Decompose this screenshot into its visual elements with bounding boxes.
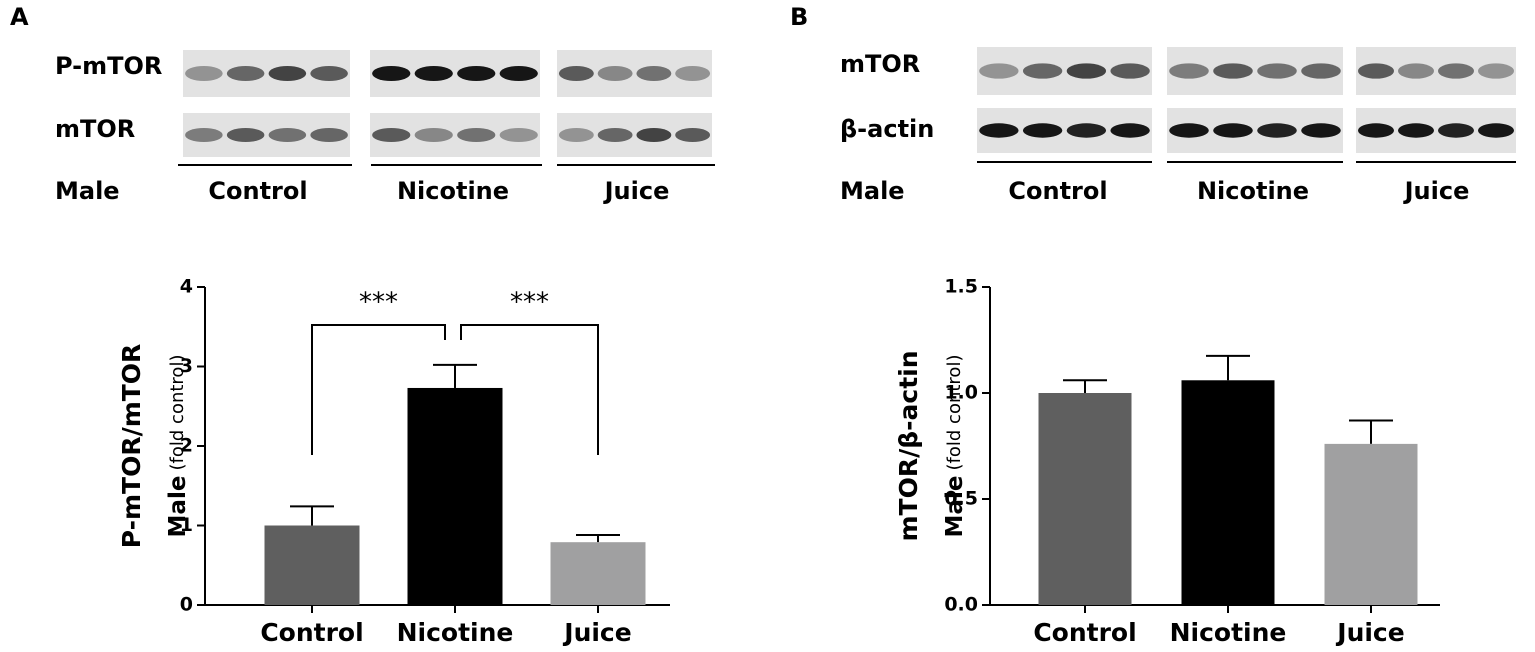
bar bbox=[407, 387, 503, 605]
blot-band bbox=[979, 63, 1019, 79]
blot-band bbox=[1257, 123, 1297, 138]
y-tick-label: 0 bbox=[180, 594, 193, 616]
blot-band bbox=[1398, 63, 1434, 79]
bar bbox=[1038, 393, 1132, 605]
y-axis-label: Male (fold control) bbox=[165, 355, 191, 538]
x-tick-label: Nicotine bbox=[397, 618, 514, 647]
blot-band bbox=[1066, 123, 1107, 138]
blot-band bbox=[636, 65, 672, 82]
blot-row-label: mTOR bbox=[840, 50, 920, 78]
y-axis-note: (fold control) bbox=[944, 355, 965, 471]
significance-bracket bbox=[460, 324, 599, 455]
blot-band bbox=[1438, 63, 1474, 79]
blot-band bbox=[558, 65, 594, 82]
blot-band bbox=[1257, 63, 1297, 79]
blot-group-label: Male bbox=[840, 177, 905, 205]
y-axis-title: P-mTOR/mTOR bbox=[117, 344, 146, 549]
y-tick-label: 2 bbox=[180, 435, 193, 457]
bar bbox=[1324, 443, 1418, 605]
blot-band bbox=[372, 65, 411, 82]
y-tick-label: 0.5 bbox=[944, 488, 978, 510]
blot-band bbox=[185, 127, 223, 143]
y-axis-label: Male (fold control) bbox=[942, 355, 968, 538]
blot-band bbox=[1022, 63, 1063, 79]
blot-group-label: Male bbox=[55, 177, 120, 205]
blot-band bbox=[1022, 123, 1063, 138]
panel-label: B bbox=[790, 3, 808, 31]
blot-group: Control bbox=[1008, 177, 1107, 205]
y-axis-label: mTOR/β-actin bbox=[894, 350, 923, 541]
blot-band bbox=[597, 65, 633, 82]
blot-group: Nicotine bbox=[1197, 177, 1309, 205]
y-tick-label: 3 bbox=[180, 355, 193, 377]
blot-band bbox=[1213, 63, 1253, 79]
blot-band bbox=[372, 127, 411, 143]
blot-band bbox=[414, 127, 453, 143]
y-tick-label: 1.0 bbox=[944, 382, 978, 404]
blot-band bbox=[675, 127, 711, 143]
blot-band bbox=[1478, 123, 1514, 138]
y-axis-subtitle: Male bbox=[165, 476, 191, 538]
blot-group: Juice bbox=[603, 177, 670, 205]
blot-band bbox=[1110, 123, 1150, 138]
blot-band bbox=[310, 127, 348, 143]
blot-band bbox=[1110, 63, 1150, 79]
x-tick-label: Juice bbox=[562, 618, 631, 647]
blot-band bbox=[457, 65, 496, 82]
blot-band bbox=[1398, 123, 1434, 138]
panel-label: A bbox=[10, 3, 29, 31]
y-axis-subtitle: Male bbox=[942, 476, 968, 538]
significance-bracket bbox=[311, 324, 446, 455]
blot-row-label: β-actin bbox=[840, 115, 934, 143]
x-tick-label: Control bbox=[1033, 618, 1136, 647]
blot-band bbox=[979, 123, 1019, 138]
y-tick-label: 4 bbox=[180, 276, 193, 298]
blot-band bbox=[1358, 63, 1394, 79]
x-tick-label: Control bbox=[260, 618, 363, 647]
blot-band bbox=[597, 127, 633, 143]
blot-band bbox=[226, 127, 265, 143]
y-tick-label: 0.0 bbox=[944, 594, 978, 616]
blot-group: Juice bbox=[1403, 177, 1470, 205]
blot-band bbox=[185, 65, 223, 82]
blot-band bbox=[457, 127, 496, 143]
blot-band bbox=[1438, 123, 1474, 138]
blot-band bbox=[1478, 63, 1514, 79]
y-axis-label: P-mTOR/mTOR bbox=[117, 344, 146, 549]
significance-label: *** bbox=[510, 288, 549, 318]
y-tick-label: 1 bbox=[180, 514, 193, 536]
bar bbox=[550, 542, 646, 605]
blot-band bbox=[268, 127, 307, 143]
y-axis-title: mTOR/β-actin bbox=[894, 350, 923, 541]
blot-group: Control bbox=[208, 177, 307, 205]
blot-band bbox=[499, 65, 538, 82]
x-tick-label: Nicotine bbox=[1170, 618, 1287, 647]
x-tick-label: Juice bbox=[1335, 618, 1404, 647]
blot-band bbox=[1169, 63, 1209, 79]
blot-band bbox=[636, 127, 672, 143]
blot-band bbox=[1301, 63, 1341, 79]
bar bbox=[1181, 380, 1275, 605]
y-tick-label: 1.5 bbox=[944, 276, 978, 298]
blot-band bbox=[1301, 123, 1341, 138]
blot-band bbox=[675, 65, 711, 82]
blot-band bbox=[310, 65, 348, 82]
blot-row-label: mTOR bbox=[55, 115, 135, 143]
blot-band bbox=[1358, 123, 1394, 138]
blot-band bbox=[1213, 123, 1253, 138]
y-axis-note: (fold control) bbox=[167, 355, 188, 471]
blot-band bbox=[558, 127, 594, 143]
blot-band bbox=[1169, 123, 1209, 138]
blot-band bbox=[1066, 63, 1107, 79]
bar bbox=[264, 525, 360, 605]
blot-group: Nicotine bbox=[397, 177, 509, 205]
blot-row-label: P-mTOR bbox=[55, 52, 162, 80]
significance-label: *** bbox=[359, 288, 398, 318]
blot-band bbox=[414, 65, 453, 82]
blot-band bbox=[268, 65, 307, 82]
blot-band bbox=[226, 65, 265, 82]
blot-band bbox=[499, 127, 538, 143]
